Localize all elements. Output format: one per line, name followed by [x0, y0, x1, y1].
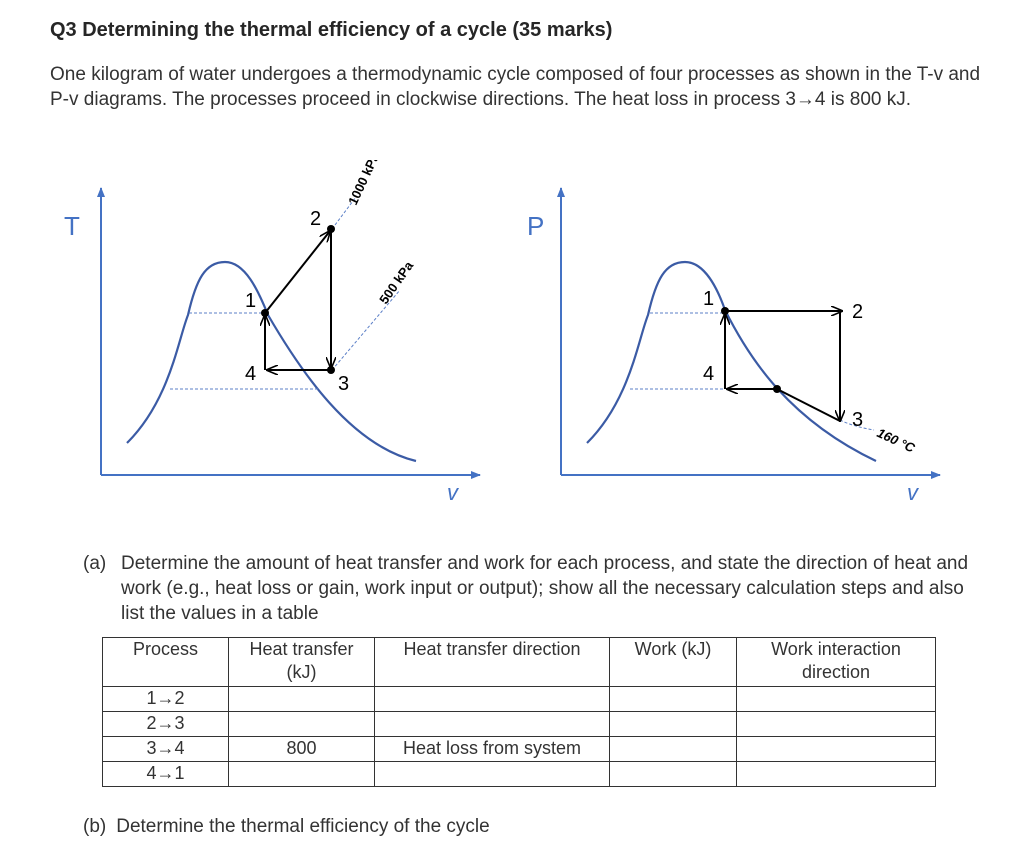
pv-diagram: P v 160 °C 1 2 3 4 — [527, 187, 941, 505]
pv-point-4-label: 4 — [703, 363, 714, 385]
cell-heat-transfer[interactable] — [228, 686, 375, 712]
cell-heat-transfer[interactable]: 800 — [228, 736, 375, 762]
tv-point-2-label: 2 — [310, 208, 321, 230]
cell-work[interactable] — [609, 736, 737, 762]
pv-state-point-1 — [721, 307, 729, 315]
tv-process-1-2 — [264, 231, 330, 314]
table-row: 1→2 — [102, 686, 936, 712]
cell-work[interactable] — [609, 686, 737, 712]
header-process: Process — [102, 637, 229, 687]
cell-work[interactable] — [609, 711, 737, 737]
cell-heat-transfer[interactable] — [228, 761, 375, 787]
table-header-row: Process Heat transfer (kJ) Heat transfer… — [102, 637, 936, 687]
diagrams: T v 1000 kPa 500 kPa 1 2 3 4 P v 160 °C — [64, 160, 941, 505]
pv-x-label: v — [907, 480, 920, 505]
header-work-direction: Work interaction direction — [736, 637, 936, 687]
part-a-text: Determine the amount of heat transfer an… — [121, 553, 969, 624]
cell-heat-direction[interactable]: Heat loss from system — [374, 736, 610, 762]
cell-heat-direction[interactable] — [374, 711, 610, 737]
header-heat-transfer: Heat transfer (kJ) — [228, 637, 375, 687]
pv-point-1-label: 1 — [703, 288, 714, 310]
tv-isobar-500-line — [331, 289, 401, 371]
tv-x-label: v — [447, 480, 460, 505]
part-b-text: Determine the thermal efficiency of the … — [116, 816, 490, 837]
pv-y-label: P — [527, 211, 544, 241]
results-table: Process Heat transfer (kJ) Heat transfer… — [102, 637, 936, 787]
tv-diagram: T v 1000 kPa 500 kPa 1 2 3 4 — [64, 160, 481, 505]
question-title: Q3 Determining the thermal efficiency of… — [50, 19, 613, 41]
part-b: (b) Determine the thermal efficiency of t… — [83, 816, 490, 838]
cell-heat-transfer[interactable] — [228, 711, 375, 737]
tv-point-3-label: 3 — [338, 373, 349, 395]
cell-work[interactable] — [609, 761, 737, 787]
part-a: (a) Determine the amount of heat transfe… — [83, 551, 983, 626]
header-heat-direction: Heat transfer direction — [374, 637, 610, 687]
cell-work-direction[interactable] — [736, 711, 936, 737]
pv-saturation-dome — [586, 260, 877, 462]
tv-y-label: T — [64, 211, 80, 241]
tv-point-1-label: 1 — [245, 290, 256, 312]
cell-process: 2→3 — [102, 711, 229, 737]
tv-isobar-1000-label: 1000 kPa — [345, 160, 382, 207]
tv-state-point-1 — [261, 309, 269, 317]
cell-process: 3→4 — [102, 736, 229, 762]
pv-process-3-4a — [776, 388, 841, 422]
tv-state-point-3 — [327, 366, 335, 374]
cell-process: 4→1 — [102, 761, 229, 787]
cell-process: 1→2 — [102, 686, 229, 712]
table-row: 3→4 800 Heat loss from system — [102, 736, 936, 762]
pv-dome-intersection-point — [773, 385, 781, 393]
pv-point-3-label: 3 — [852, 409, 863, 431]
question-intro: One kilogram of water undergoes a thermo… — [50, 64, 981, 110]
cell-work-direction[interactable] — [736, 736, 936, 762]
cell-work-direction[interactable] — [736, 686, 936, 712]
part-a-label: (a) — [83, 553, 107, 574]
cell-heat-direction[interactable] — [374, 761, 610, 787]
table-row: 4→1 — [102, 761, 936, 787]
cell-work-direction[interactable] — [736, 761, 936, 787]
header-work: Work (kJ) — [609, 637, 737, 687]
table-row: 2→3 — [102, 711, 936, 737]
tv-isobar-500-label: 500 kPa — [376, 258, 417, 307]
part-b-label: (b) — [83, 816, 107, 837]
pv-isotherm-label: 160 °C — [875, 425, 918, 456]
tv-state-point-2 — [327, 225, 335, 233]
tv-isobar-1000-line — [331, 196, 357, 230]
pv-point-2-label: 2 — [852, 301, 863, 323]
tv-saturation-dome — [126, 260, 417, 463]
tv-point-4-label: 4 — [245, 363, 256, 385]
cell-heat-direction[interactable] — [374, 686, 610, 712]
